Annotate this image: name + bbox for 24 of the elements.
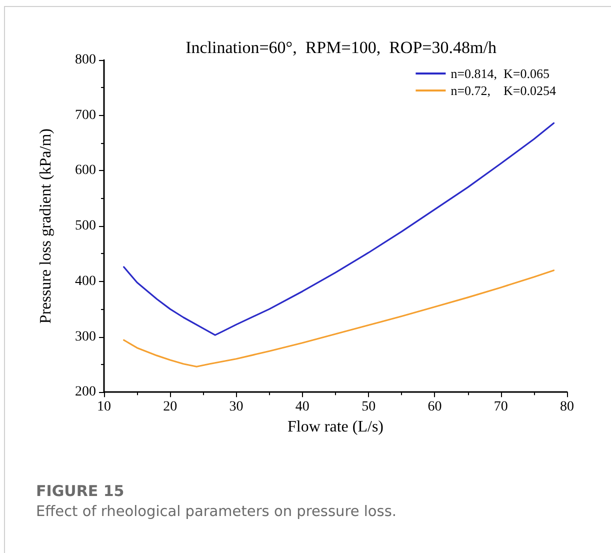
line-series	[123, 122, 555, 336]
text: Effect of rheological parameters on pressure loss.	[36, 504, 396, 520]
x-tick-label: 70	[494, 400, 508, 415]
y-tick-label: 700	[75, 108, 96, 123]
x-axis-title: Flow rate (L/s)	[288, 418, 384, 436]
x-tick-label: 40	[295, 400, 310, 415]
legend-label: n=0.814, K=0.065	[450, 66, 550, 81]
x-tick-label: 80	[560, 400, 574, 415]
x-tick-label: 30	[229, 400, 244, 415]
y-axis-title: Pressure loss gradient (kPa/m)	[38, 128, 54, 324]
y-tick-label: 800	[75, 52, 96, 68]
x-tick-label: 10	[97, 400, 111, 415]
x-tick-label: 50	[362, 400, 376, 415]
y-tick-label: 400	[75, 274, 96, 289]
y-tick-label: 500	[75, 218, 96, 234]
caption: FIGURE 15	[36, 482, 126, 500]
y-tick-label: 300	[75, 329, 96, 344]
y-tick-label: 600	[75, 163, 96, 178]
chart-title: Inclination=60°, RPM=100, ROP=30.48m/h	[186, 38, 497, 57]
x-tick-label: 60	[428, 400, 442, 415]
y-tick-label: 200	[75, 384, 96, 400]
x-tick-label: 20	[163, 400, 178, 415]
legend-label: n=0.72, K=0.0254	[450, 83, 556, 98]
line-series	[123, 270, 555, 368]
